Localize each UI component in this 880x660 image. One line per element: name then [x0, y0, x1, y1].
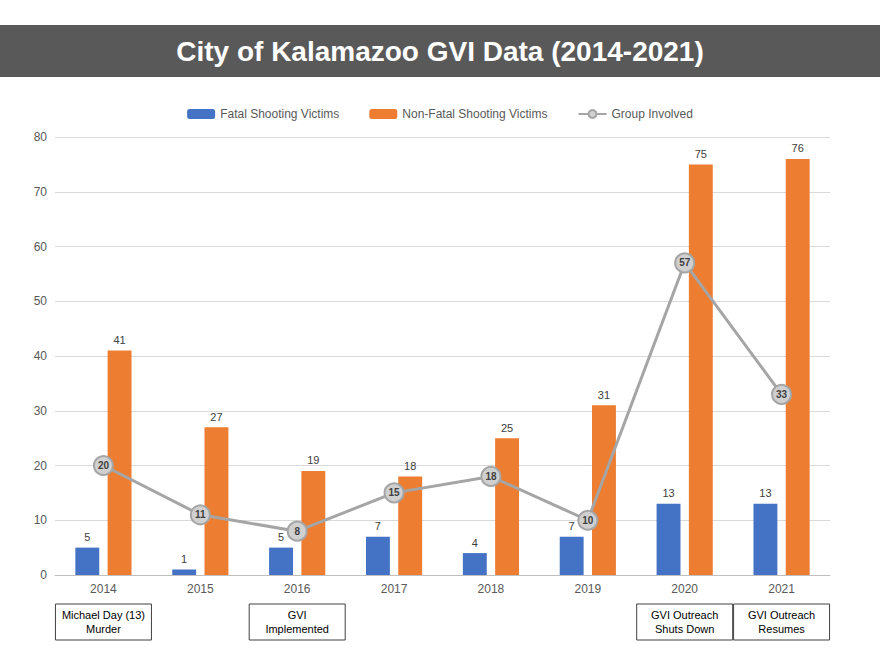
svg-text:8: 8 [294, 526, 300, 537]
svg-text:57: 57 [679, 257, 691, 268]
svg-text:Murder: Murder [86, 623, 121, 635]
svg-text:30: 30 [34, 404, 48, 418]
svg-text:Fatal Shooting Victims: Fatal Shooting Victims [220, 107, 339, 121]
svg-text:2018: 2018 [478, 582, 505, 596]
svg-text:40: 40 [34, 349, 48, 363]
svg-text:1: 1 [181, 553, 187, 565]
svg-text:25: 25 [501, 422, 513, 434]
svg-text:2015: 2015 [187, 582, 214, 596]
svg-text:2017: 2017 [381, 582, 408, 596]
svg-text:GVI Outreach: GVI Outreach [651, 609, 718, 621]
svg-text:Michael Day (13): Michael Day (13) [62, 609, 145, 621]
svg-text:15: 15 [389, 487, 401, 498]
svg-text:27: 27 [210, 411, 222, 423]
svg-text:Non-Fatal Shooting Victims: Non-Fatal Shooting Victims [402, 107, 547, 121]
svg-text:33: 33 [776, 389, 788, 400]
svg-text:75: 75 [695, 148, 707, 160]
svg-text:2014: 2014 [90, 582, 117, 596]
svg-text:41: 41 [113, 334, 125, 346]
svg-text:4: 4 [472, 537, 478, 549]
svg-text:City of Kalamazoo GVI Data (20: City of Kalamazoo GVI Data (2014-2021) [176, 36, 704, 67]
svg-text:5: 5 [278, 531, 284, 543]
svg-text:Resumes: Resumes [758, 623, 805, 635]
svg-text:0: 0 [40, 568, 47, 582]
svg-text:2021: 2021 [768, 582, 795, 596]
svg-text:7: 7 [375, 520, 381, 532]
svg-text:20: 20 [98, 460, 110, 471]
svg-text:Implemented: Implemented [265, 623, 329, 635]
svg-text:60: 60 [34, 240, 48, 254]
svg-text:70: 70 [34, 185, 48, 199]
svg-text:2016: 2016 [284, 582, 311, 596]
svg-text:13: 13 [662, 487, 674, 499]
svg-text:80: 80 [34, 130, 48, 144]
svg-text:20: 20 [34, 459, 48, 473]
svg-text:7: 7 [569, 520, 575, 532]
svg-text:18: 18 [485, 471, 497, 482]
svg-text:18: 18 [404, 460, 416, 472]
svg-text:10: 10 [582, 515, 594, 526]
svg-text:76: 76 [792, 142, 804, 154]
svg-text:2020: 2020 [671, 582, 698, 596]
svg-text:5: 5 [84, 531, 90, 543]
svg-text:10: 10 [34, 513, 48, 527]
svg-text:11: 11 [195, 509, 206, 520]
svg-text:2019: 2019 [574, 582, 601, 596]
svg-text:13: 13 [759, 487, 771, 499]
svg-text:Shuts Down: Shuts Down [655, 623, 714, 635]
svg-text:GVI Outreach: GVI Outreach [748, 609, 815, 621]
svg-text:19: 19 [307, 454, 319, 466]
svg-text:50: 50 [34, 294, 48, 308]
svg-text:GVI: GVI [288, 609, 307, 621]
svg-text:31: 31 [598, 389, 610, 401]
svg-text:Group Involved: Group Involved [611, 107, 692, 121]
